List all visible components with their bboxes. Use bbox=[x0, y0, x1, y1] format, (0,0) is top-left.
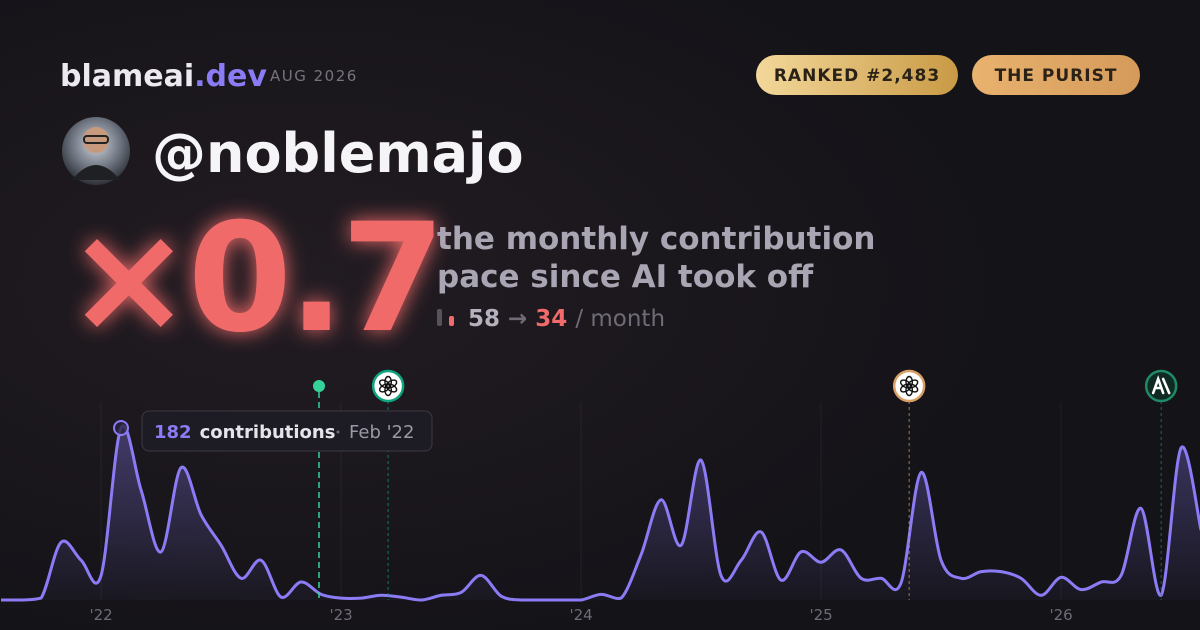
unit: / month bbox=[575, 306, 665, 332]
tooltip-text: 182 contributions bbox=[154, 422, 335, 443]
arrow: → bbox=[508, 306, 527, 332]
x-tick-label: '23 bbox=[329, 606, 352, 624]
mini-bars bbox=[437, 309, 454, 326]
tooltip-sep bbox=[336, 430, 340, 434]
tooltip-value: 182 bbox=[154, 422, 192, 443]
logo-petal bbox=[378, 379, 391, 389]
openai-logo bbox=[378, 375, 398, 397]
line bbox=[0, 424, 1200, 602]
plot-area bbox=[0, 424, 1200, 602]
pace: 58 → 34 / month bbox=[468, 306, 665, 332]
highlight-point bbox=[113, 420, 129, 437]
avatar bbox=[62, 117, 130, 185]
logo-stroke bbox=[1151, 375, 1171, 395]
x-tick-label: '22 bbox=[89, 606, 112, 624]
x-tick-label: '25 bbox=[809, 606, 832, 624]
after-bar bbox=[449, 316, 454, 326]
tooltip-date: Feb '22 bbox=[349, 422, 414, 443]
marker-icon bbox=[892, 369, 926, 403]
description: the monthly contribution bbox=[437, 221, 875, 257]
brand: blameai.dev bbox=[60, 59, 267, 94]
badge-label: THE PURIST bbox=[995, 66, 1118, 86]
marker-dot bbox=[313, 380, 325, 392]
chart: '22 '23 '24 '25 '26 182 contributions Feb '22 bbox=[0, 369, 1200, 624]
x-tick-label: '26 bbox=[1049, 606, 1072, 624]
handle: @noblemajo bbox=[152, 122, 524, 185]
badge-label: RANKED #2,483 bbox=[774, 66, 940, 86]
x-tick-label: '24 bbox=[569, 606, 592, 624]
multiplier: ×0.7 bbox=[66, 192, 441, 366]
brand-name: blameai bbox=[60, 59, 194, 94]
brand-tld: .dev bbox=[194, 59, 267, 94]
marker-icon bbox=[371, 369, 405, 403]
after-value: 34 bbox=[535, 306, 567, 332]
openai-logo bbox=[899, 375, 919, 397]
badge bbox=[756, 55, 958, 95]
period: AUG 2026 bbox=[270, 67, 358, 85]
logo-petal bbox=[899, 379, 912, 389]
badge bbox=[972, 55, 1140, 95]
anthropic-logo bbox=[1151, 375, 1171, 395]
before-bar bbox=[437, 309, 442, 326]
area bbox=[1, 425, 1200, 601]
before-value: 58 bbox=[468, 306, 500, 332]
tooltip-label: contributions bbox=[200, 422, 336, 443]
description: pace since AI took off bbox=[437, 259, 814, 295]
tooltip-box bbox=[141, 410, 433, 452]
